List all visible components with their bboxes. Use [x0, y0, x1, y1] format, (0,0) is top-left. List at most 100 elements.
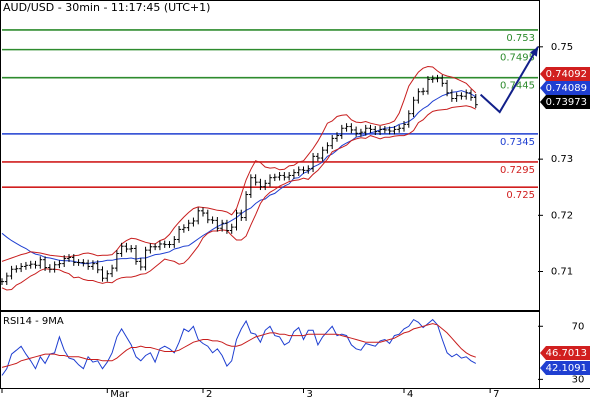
price-tag-label: 0.74092	[546, 69, 587, 80]
price-bar	[402, 120, 406, 132]
price-bar	[129, 245, 134, 253]
price-bar	[268, 174, 272, 187]
price-bar	[201, 207, 205, 217]
price-bar	[344, 123, 349, 132]
price-bar	[52, 261, 57, 273]
price-bar	[162, 240, 167, 248]
price-bar	[220, 219, 225, 232]
x-tick-label: Mar	[110, 389, 130, 400]
price-bar	[349, 123, 354, 134]
price-bar	[272, 173, 277, 182]
price-bar	[330, 134, 335, 150]
price-bar	[181, 224, 186, 233]
x-tick-label: 4	[407, 389, 413, 400]
price-bar	[148, 243, 153, 254]
price-bar	[14, 265, 19, 273]
projection-arrow-head	[529, 46, 538, 57]
rsi-value-tag-label: 46.7013	[546, 348, 587, 359]
price-bar	[306, 165, 311, 174]
price-bar	[138, 258, 143, 271]
level-lines: 0.753 0.7495 0.7445 0.7345 0.7295 0.725	[2, 29, 538, 201]
level-label: 0.7445	[500, 81, 535, 92]
price-bar	[62, 255, 67, 267]
price-y-tick-label: 0.72	[551, 210, 573, 221]
price-bar	[378, 126, 383, 135]
price-tag	[540, 95, 590, 109]
price-bar	[411, 96, 416, 118]
price-bar	[301, 166, 306, 174]
price-bars	[0, 74, 478, 285]
price-bar	[311, 152, 316, 173]
price-bar	[167, 241, 172, 248]
price-bar	[224, 219, 229, 234]
level-label: 0.7495	[500, 53, 535, 64]
price-bar	[392, 126, 397, 135]
price-bar	[105, 270, 110, 282]
price-bar	[473, 93, 478, 109]
price-bar	[124, 242, 129, 253]
price-bar	[248, 174, 253, 198]
price-tag	[540, 81, 590, 95]
rsi-value-tag	[540, 346, 590, 360]
price-bar	[191, 217, 196, 227]
price-tag	[540, 67, 590, 81]
rsi-title: RSI14 - 9MA	[3, 316, 64, 327]
price-bar	[339, 124, 344, 139]
price-bar	[239, 209, 244, 221]
price-bar	[81, 259, 86, 267]
price-y-tick-label: 0.73	[551, 154, 573, 165]
price-bar	[244, 191, 249, 221]
price-bar	[363, 124, 368, 136]
moving-average-line	[1, 90, 477, 265]
price-bar	[177, 225, 182, 243]
projection-arrow-line	[479, 46, 539, 114]
level-label: 0.753	[506, 33, 535, 44]
price-bar	[320, 146, 325, 162]
rsi-series	[1, 318, 477, 376]
price-bar	[28, 260, 33, 269]
price-bar	[373, 126, 378, 135]
price-bar	[445, 79, 450, 97]
price-bar	[186, 219, 191, 232]
price-bar	[100, 266, 105, 282]
price-bar	[47, 264, 52, 273]
rsi-ma-line	[1, 323, 476, 368]
price-bar	[71, 254, 76, 266]
price-bar	[114, 250, 119, 272]
band-upper-line	[1, 65, 477, 262]
price-bar	[210, 216, 215, 224]
price-bar	[4, 272, 9, 285]
price-bar	[469, 89, 473, 101]
price-bar	[464, 89, 469, 100]
x-tick-label: 3	[307, 389, 313, 400]
price-tag-label: 0.74089	[546, 83, 587, 94]
price-bar	[23, 261, 28, 270]
price-bar	[9, 265, 14, 280]
price-bar	[134, 245, 138, 265]
price-bar	[76, 259, 81, 266]
price-bar	[67, 254, 71, 262]
price-bar	[90, 260, 95, 270]
price-series	[1, 65, 477, 291]
price-bar	[234, 209, 239, 231]
price-bar	[406, 110, 411, 128]
price-bar	[43, 256, 48, 271]
rsi-line	[1, 318, 477, 376]
rsi-value-tags: 46.7013 42.1091	[540, 346, 590, 375]
price-bar	[425, 76, 430, 95]
price-bar	[33, 260, 38, 269]
price-bar	[416, 88, 421, 104]
level-label: 0.7345	[500, 137, 535, 148]
price-panel-frame	[0, 0, 540, 311]
rsi-y-ticks: 70 30	[538, 321, 584, 385]
rsi-y-tick-label: 30	[572, 374, 585, 385]
level-label: 0.7295	[500, 165, 535, 176]
rsi-y-tick-label: 70	[572, 321, 585, 332]
price-bar	[454, 92, 459, 102]
price-bar	[277, 172, 282, 181]
rsi-value-tag-label: 42.1091	[546, 363, 587, 374]
price-bar	[229, 223, 234, 234]
price-bar	[387, 126, 392, 135]
